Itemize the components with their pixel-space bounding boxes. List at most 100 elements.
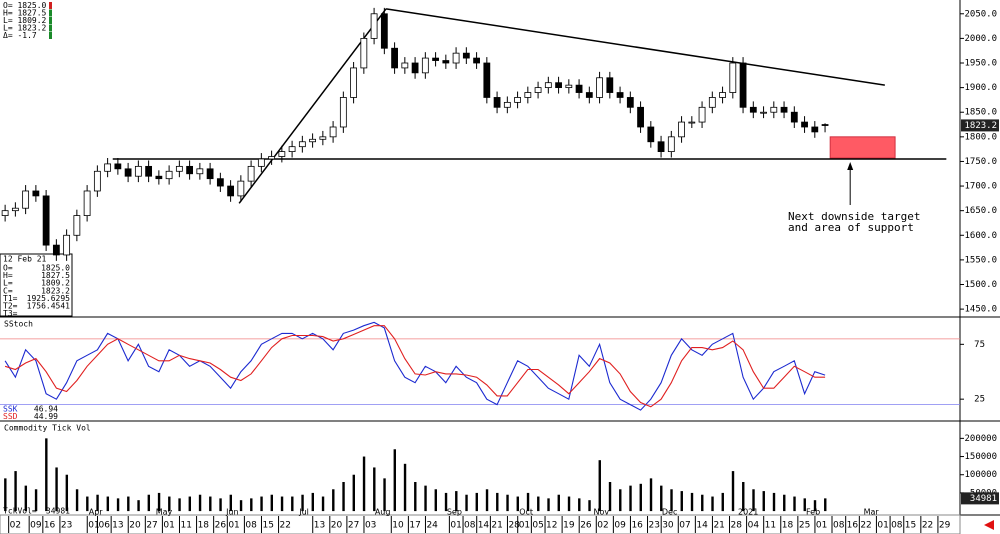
- volume-bar: [762, 491, 765, 512]
- candle-body: [596, 77, 603, 98]
- x-tick-label: 09: [614, 521, 626, 531]
- volume-bar: [403, 463, 407, 512]
- data-window-value: 1756.4541: [27, 302, 71, 311]
- candle-body: [821, 124, 829, 126]
- candle-body: [186, 165, 194, 175]
- volume-bar: [598, 460, 601, 512]
- month-label: Aug: [375, 508, 391, 517]
- x-tick-label: 01: [519, 521, 530, 531]
- data-window-label: T2=: [3, 302, 18, 311]
- candle-body: [298, 141, 306, 148]
- candle-body: [503, 101, 511, 108]
- x-tick-label: 01: [228, 521, 239, 531]
- volume-bar: [229, 494, 233, 512]
- volume-bar: [424, 485, 427, 512]
- volume-bar: [96, 494, 99, 512]
- support-zone: [829, 136, 896, 159]
- candle-body: [411, 62, 419, 74]
- x-tick-label: 27: [348, 521, 359, 531]
- x-tick-label: 01: [816, 521, 827, 531]
- x-tick-label: 02: [597, 521, 608, 531]
- x-tick-label: 03: [365, 521, 376, 531]
- x-tick-label: 22: [280, 521, 291, 531]
- data-window-label: L=: [3, 279, 13, 288]
- candle-body: [206, 168, 214, 180]
- candle-body: [442, 60, 450, 64]
- x-tick-label: 22: [922, 521, 933, 531]
- volume-bar: [188, 496, 192, 512]
- month-label: Sep: [447, 508, 462, 517]
- candle-body: [247, 165, 255, 182]
- y-tick-label: 1500.0: [964, 280, 997, 290]
- candle-body: [585, 92, 593, 98]
- candle-body: [421, 57, 429, 74]
- data-window-value: 1825.0: [41, 264, 70, 273]
- readout-value: 34981: [46, 507, 70, 516]
- data-window-label: O=: [3, 264, 13, 273]
- header-swatch: [49, 2, 52, 9]
- candle-body: [360, 37, 368, 69]
- candle-body: [729, 62, 737, 93]
- candle-body: [606, 77, 614, 93]
- date-strip: [0, 514, 961, 534]
- candle-body: [63, 234, 71, 256]
- y-tick-label: 1700.0: [964, 182, 997, 192]
- x-tick-label: 14: [696, 521, 708, 531]
- volume-bar: [547, 498, 550, 512]
- x-tick-label: 01: [88, 521, 99, 531]
- volume-bar: [414, 482, 417, 512]
- data-window-label: C=: [3, 286, 13, 295]
- x-tick-label: 06: [98, 521, 110, 531]
- data-window-value: 1823.2: [41, 286, 70, 295]
- candle-body: [626, 97, 634, 108]
- header-swatch: [49, 9, 52, 17]
- volume-bar: [24, 485, 28, 512]
- candle-body: [749, 106, 757, 113]
- header-swatch: [49, 24, 52, 32]
- header-swatch: [49, 17, 52, 24]
- candle-body: [227, 185, 235, 197]
- last-volume-box: [961, 492, 999, 505]
- x-tick-label: 26: [580, 521, 592, 531]
- candle-body: [493, 97, 501, 108]
- candle-body: [616, 92, 624, 98]
- y-tick-label: 1900.0: [964, 83, 997, 93]
- volume-bar: [629, 485, 632, 512]
- volume-bar: [434, 489, 437, 512]
- annotation-arrowhead: [847, 162, 854, 170]
- volume-bar: [86, 496, 89, 512]
- y-tick-label: 1450.0: [964, 305, 997, 315]
- candle-body: [708, 97, 716, 108]
- volume-bar: [373, 467, 376, 512]
- data-window-label: H=: [3, 271, 13, 280]
- scroll-arrow[interactable]: [984, 520, 994, 530]
- x-tick-label: 01: [450, 521, 461, 531]
- volume-bar: [291, 496, 294, 512]
- candle-body: [175, 165, 183, 172]
- candle-body: [83, 190, 91, 216]
- volume-bar: [444, 492, 448, 512]
- header-line: L= 1823.2: [3, 24, 47, 33]
- volume-bar: [803, 498, 806, 512]
- candle-body: [780, 106, 788, 113]
- candle-body: [268, 156, 276, 160]
- candle-body: [52, 244, 60, 256]
- volume-bar: [178, 498, 181, 512]
- volume-bar: [250, 498, 253, 512]
- x-tick-label: 26: [215, 521, 227, 531]
- data-window-date: 12 Feb 21: [3, 255, 47, 264]
- candle-body: [32, 190, 40, 197]
- candle-body: [73, 215, 81, 236]
- month-label: Mar: [864, 508, 880, 517]
- x-tick-label: 28: [508, 521, 520, 531]
- candle-body: [165, 170, 173, 180]
- candle-body: [637, 106, 644, 128]
- volume-bar: [393, 449, 396, 512]
- candle-body: [22, 190, 30, 209]
- candle-body: [329, 126, 337, 138]
- candle-body: [278, 151, 286, 157]
- x-tick-label: 21: [713, 521, 724, 531]
- y-tick-label: 1850.0: [964, 108, 997, 118]
- x-tick-label: 08: [891, 521, 903, 531]
